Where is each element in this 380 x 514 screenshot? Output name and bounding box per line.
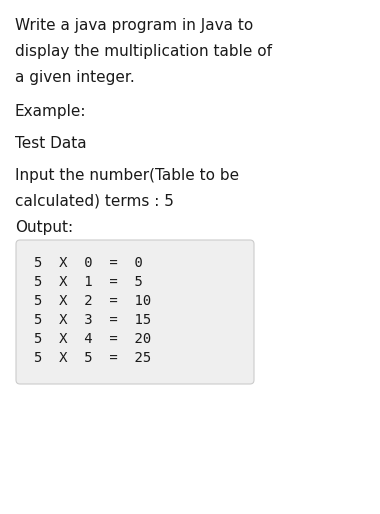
Text: 5  X  4  =  20: 5 X 4 = 20	[34, 332, 151, 346]
Text: Example:: Example:	[15, 104, 87, 119]
Text: 5  X  3  =  15: 5 X 3 = 15	[34, 313, 151, 327]
Text: Input the number(Table to be: Input the number(Table to be	[15, 168, 239, 183]
Text: Write a java program in Java to: Write a java program in Java to	[15, 18, 253, 33]
Text: Output:: Output:	[15, 220, 73, 235]
Text: Test Data: Test Data	[15, 136, 87, 151]
Text: 5  X  1  =  5: 5 X 1 = 5	[34, 275, 143, 289]
Text: calculated) terms : 5: calculated) terms : 5	[15, 194, 174, 209]
Text: a given integer.: a given integer.	[15, 70, 135, 85]
Text: display the multiplication table of: display the multiplication table of	[15, 44, 272, 59]
Text: 5  X  0  =  0: 5 X 0 = 0	[34, 256, 143, 270]
Text: 5  X  5  =  25: 5 X 5 = 25	[34, 351, 151, 365]
Text: 5  X  2  =  10: 5 X 2 = 10	[34, 294, 151, 308]
FancyBboxPatch shape	[16, 240, 254, 384]
